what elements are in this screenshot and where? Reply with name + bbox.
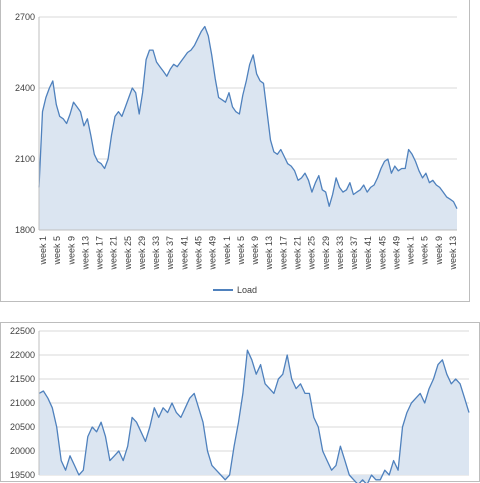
x-tick-label: week 9 bbox=[434, 236, 444, 266]
x-tick-label: week 5 bbox=[52, 236, 62, 266]
y-tick-label: 2700 bbox=[15, 12, 35, 22]
x-tick-label: week 17 bbox=[278, 236, 288, 271]
x-tick-label: week 37 bbox=[349, 236, 359, 271]
x-tick-label: week 5 bbox=[420, 236, 430, 266]
y-tick-label: 21000 bbox=[10, 398, 35, 408]
legend-label: Load bbox=[237, 285, 257, 295]
series-line bbox=[38, 349, 470, 483]
x-tick-label: week 1 bbox=[38, 236, 48, 266]
y-tick-label: 20000 bbox=[10, 446, 35, 456]
x-tick-label: week 21 bbox=[293, 236, 303, 271]
y-tick-label: 22000 bbox=[10, 350, 35, 360]
x-tick-label: week 49 bbox=[391, 236, 401, 271]
x-tick-label: week 9 bbox=[66, 236, 76, 266]
x-tick-label: week 1 bbox=[406, 236, 416, 266]
x-tick-label: week 9 bbox=[250, 236, 260, 266]
x-tick-label: week 5 bbox=[236, 236, 246, 266]
x-tick-label: week 13 bbox=[80, 236, 90, 271]
x-tick-label: week 13 bbox=[264, 236, 274, 271]
x-tick-label: week 49 bbox=[208, 236, 218, 271]
series-line bbox=[38, 25, 458, 209]
x-tick-label: week 29 bbox=[321, 236, 331, 271]
series-area bbox=[39, 350, 469, 483]
x-tick-label: week 29 bbox=[137, 236, 147, 271]
load-chart-panel: 1800 2100 2400 2700 week 1 week 5 week 9 week 1… bbox=[0, 0, 470, 302]
x-tick-label: week 41 bbox=[179, 236, 189, 271]
second-chart-panel: 19500 20000 20500 21000 21500 22000 22500 bbox=[0, 322, 480, 483]
x-tick-label: week 45 bbox=[194, 236, 204, 271]
second-chart: 19500 20000 20500 21000 21500 22000 22500 bbox=[10, 326, 470, 483]
x-tick-label: week 21 bbox=[109, 236, 119, 271]
y-tick-label: 2400 bbox=[15, 83, 35, 93]
y-tick-label: 1800 bbox=[15, 225, 35, 235]
x-tick-label: week 41 bbox=[363, 236, 373, 271]
x-tick-label: week 25 bbox=[307, 236, 317, 271]
x-tick-label: week 37 bbox=[165, 236, 175, 271]
y-tick-label: 21500 bbox=[10, 374, 35, 384]
y-tick-label: 19500 bbox=[10, 470, 35, 480]
x-tick-label: week 17 bbox=[95, 236, 105, 271]
x-tick-label: week 25 bbox=[123, 236, 133, 271]
x-tick-label: week 33 bbox=[335, 236, 345, 271]
y-tick-label: 22500 bbox=[10, 326, 35, 336]
y-tick-label: 20500 bbox=[10, 422, 35, 432]
x-tick-label: week 13 bbox=[448, 236, 458, 271]
x-tick-label: week 45 bbox=[377, 236, 387, 271]
load-chart: 1800 2100 2400 2700 week 1 week 5 week 9 week 1… bbox=[15, 12, 458, 295]
series-area bbox=[39, 26, 457, 230]
x-tick-label: week 33 bbox=[151, 236, 161, 271]
y-tick-label: 2100 bbox=[15, 154, 35, 164]
x-tick-label: week 1 bbox=[222, 236, 232, 266]
